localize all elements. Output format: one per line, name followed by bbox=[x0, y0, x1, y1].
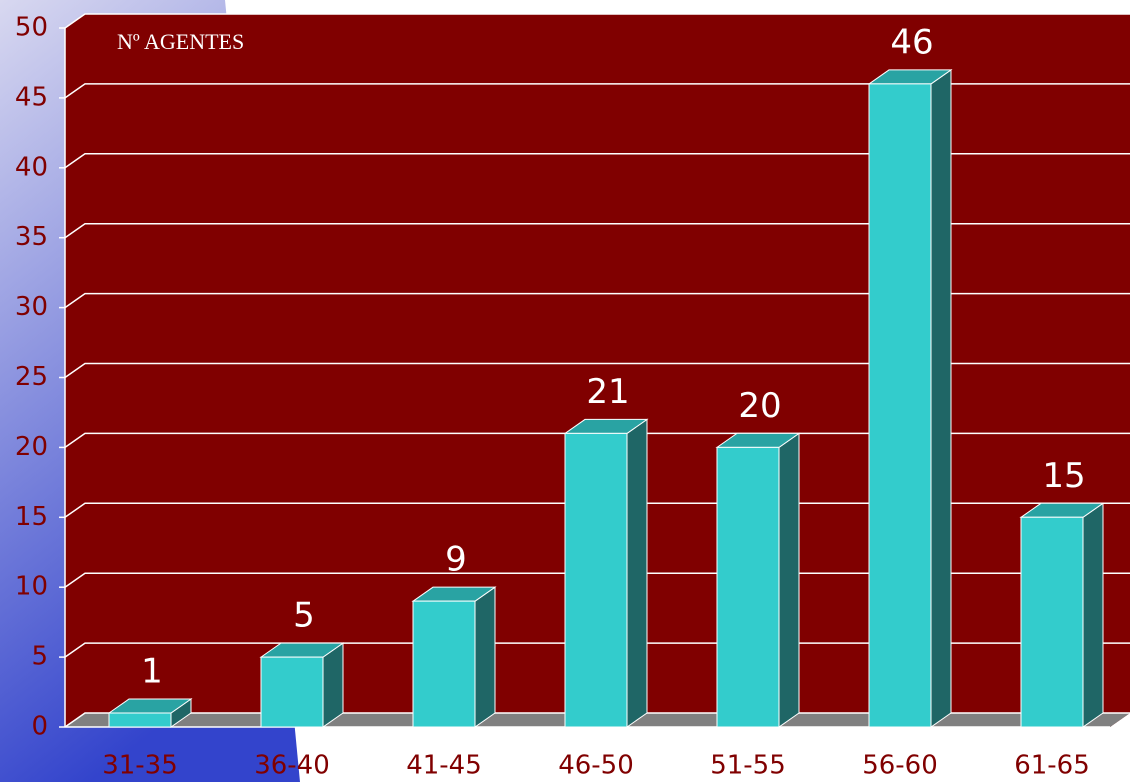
y-tick-label: 0 bbox=[31, 712, 48, 742]
y-tick-label: 15 bbox=[15, 502, 48, 532]
value-label: 21 bbox=[586, 372, 629, 412]
bar-side bbox=[1082, 502, 1104, 728]
bar-side bbox=[626, 418, 648, 728]
y-tick-label: 10 bbox=[15, 572, 48, 602]
annotation: Nº AGENTES bbox=[117, 29, 244, 54]
grid-line bbox=[64, 292, 1130, 309]
y-tick-label: 20 bbox=[15, 432, 48, 462]
value-label: 9 bbox=[445, 540, 467, 580]
grid-line bbox=[64, 83, 1130, 99]
value-label: 1 bbox=[141, 652, 163, 692]
bar bbox=[867, 68, 953, 728]
bar-front bbox=[564, 432, 628, 728]
y-tick-label: 35 bbox=[15, 222, 48, 252]
y-tick-label: 30 bbox=[15, 292, 48, 322]
bar-side bbox=[778, 432, 800, 728]
bar bbox=[107, 698, 193, 728]
grid-line bbox=[64, 222, 1130, 239]
y-tick-label: 40 bbox=[15, 152, 48, 182]
y-tick-label: 50 bbox=[15, 13, 48, 43]
bar-side bbox=[474, 586, 496, 728]
bar-front bbox=[716, 446, 780, 728]
bar-front bbox=[412, 600, 476, 728]
x-tick-label: 46-50 bbox=[558, 751, 634, 781]
x-tick-label: 41-45 bbox=[406, 751, 482, 781]
value-label: 20 bbox=[738, 386, 781, 426]
bar-front bbox=[108, 712, 172, 728]
bar bbox=[715, 432, 801, 728]
bar bbox=[411, 586, 497, 728]
bar bbox=[259, 642, 345, 728]
value-label: 46 bbox=[890, 22, 933, 62]
x-tick-label: 31-35 bbox=[102, 751, 178, 781]
bar-front bbox=[1020, 516, 1084, 728]
bar bbox=[563, 418, 649, 728]
grid-line bbox=[64, 362, 1130, 379]
y-tick-label: 5 bbox=[31, 642, 48, 672]
bar-front bbox=[868, 83, 932, 728]
x-tick-label: 36-40 bbox=[254, 751, 330, 781]
y-tick-label: 45 bbox=[15, 82, 48, 112]
bar-side bbox=[930, 68, 952, 728]
x-tick-label: 56-60 bbox=[862, 751, 938, 781]
x-tick-label: 51-55 bbox=[710, 751, 786, 781]
bar-front bbox=[260, 656, 324, 728]
bar bbox=[1019, 502, 1105, 728]
grid-line bbox=[64, 13, 1130, 29]
y-tick-label: 25 bbox=[15, 362, 48, 392]
plot-wall bbox=[65, 14, 1130, 727]
bar-side bbox=[322, 642, 344, 728]
value-label: 5 bbox=[293, 596, 315, 636]
grid-line bbox=[64, 153, 1130, 169]
x-tick-label: 61-65 bbox=[1014, 751, 1090, 781]
value-label: 15 bbox=[1042, 456, 1085, 496]
